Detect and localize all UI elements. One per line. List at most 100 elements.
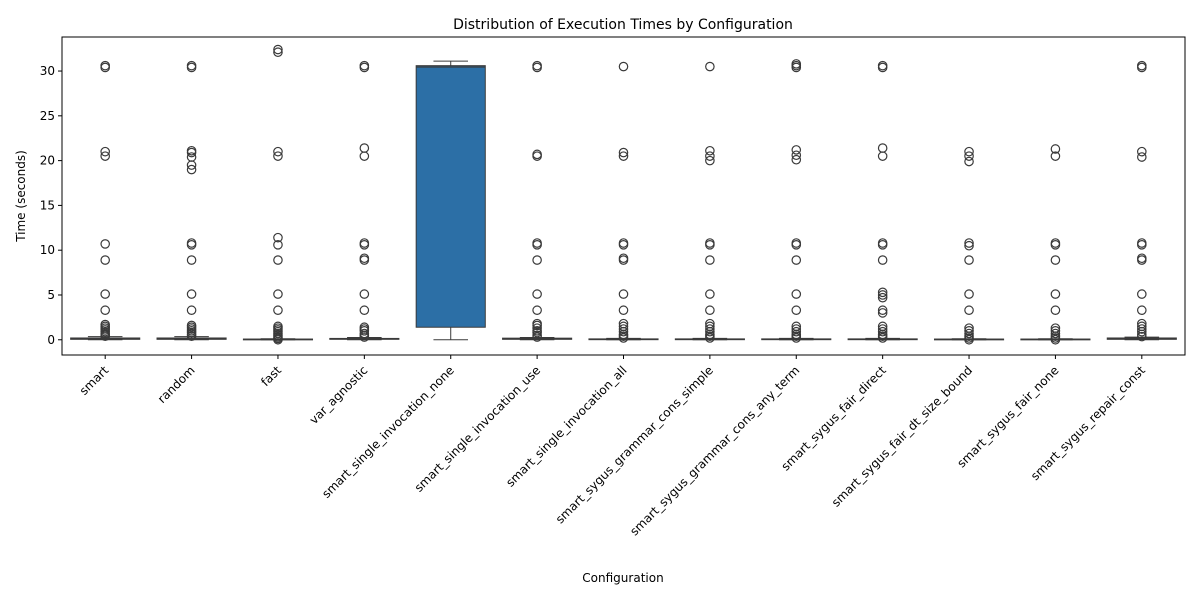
outlier-point	[100, 151, 110, 161]
outlier-point	[273, 146, 283, 157]
outlier-point	[705, 61, 715, 72]
outlier-point	[186, 60, 197, 71]
outlier-point	[618, 305, 629, 316]
outlier-point	[791, 305, 802, 316]
outlier-point	[877, 326, 888, 337]
outlier-point	[1137, 324, 1147, 334]
outlier-point	[964, 326, 974, 336]
outlier-point	[100, 239, 110, 249]
outlier-point	[877, 151, 888, 161]
plot-area	[70, 44, 1177, 345]
outlier-point	[273, 255, 283, 265]
outlier-point	[1137, 238, 1147, 248]
x-tick-label: random	[155, 363, 198, 406]
outlier-point	[877, 287, 888, 298]
y-tick-label: 25	[40, 109, 55, 123]
x-tick-label: smart_sygus_grammar_cons_any_term	[627, 363, 802, 538]
outlier-point	[964, 151, 974, 161]
outlier-point	[273, 232, 283, 243]
outlier-point	[791, 289, 802, 299]
outlier-point	[877, 321, 888, 332]
y-tick-label: 10	[40, 243, 55, 257]
box-group	[933, 146, 1005, 345]
outlier-point	[877, 255, 888, 265]
outlier-point	[273, 305, 283, 316]
outlier-point	[100, 305, 110, 316]
y-tick-label: 0	[47, 333, 55, 347]
outlier-point	[273, 289, 283, 299]
outlier-point	[532, 318, 542, 329]
outlier-point	[1050, 238, 1061, 248]
x-tick-label: smart_sygus_fair_none	[954, 363, 1061, 470]
y-tick-label: 5	[47, 288, 55, 302]
outlier-point	[964, 156, 974, 167]
x-tick-label: smart	[77, 363, 112, 398]
outlier-point	[618, 289, 629, 299]
outlier-point	[791, 59, 802, 69]
outlier-point	[359, 151, 370, 161]
y-axis-title: Time (seconds)	[14, 150, 28, 243]
outlier-point	[359, 60, 370, 71]
y-axis: 0 5 10 15 20 25 30	[40, 64, 62, 347]
outlier-point	[964, 238, 974, 248]
outlier-point	[273, 151, 283, 161]
box-group	[1106, 60, 1177, 342]
outlier-point	[1137, 253, 1147, 264]
outlier-point	[359, 322, 370, 333]
box-group	[242, 44, 314, 345]
outlier-point	[1050, 151, 1061, 161]
outlier-point	[791, 324, 802, 334]
outlier-point	[100, 255, 110, 265]
x-axis-title: Configuration	[582, 571, 663, 585]
outlier-point	[1137, 146, 1147, 157]
x-axis: smart random fast var_agnosticsmart_single_…	[77, 355, 1148, 538]
outlier-point	[100, 289, 110, 299]
outlier-point	[618, 321, 629, 332]
box-group	[674, 61, 745, 343]
outlier-point	[359, 238, 370, 248]
box-group	[329, 60, 400, 342]
outlier-point	[186, 255, 197, 265]
outlier-point	[791, 321, 802, 332]
outlier-point	[186, 238, 197, 248]
box-group	[70, 60, 141, 341]
outlier-point	[877, 324, 888, 334]
outlier-point	[100, 319, 110, 330]
x-tick-label: smart_sygus_fair_dt_size_bound	[829, 363, 975, 509]
outlier-point	[1137, 318, 1147, 329]
outlier-point	[705, 305, 715, 316]
outlier-point	[791, 154, 802, 165]
outlier-point	[618, 61, 629, 72]
plot-frame	[61, 36, 1186, 356]
outlier-point	[618, 151, 629, 161]
outlier-point	[532, 326, 542, 336]
outlier-point	[359, 253, 370, 264]
outlier-point	[186, 152, 197, 162]
outlier-point	[359, 305, 370, 316]
box-group	[415, 60, 486, 341]
outlier-point	[273, 44, 283, 55]
outlier-point	[705, 155, 715, 166]
box-group	[847, 60, 918, 343]
outlier-point	[1137, 60, 1147, 71]
y-tick-label: 20	[40, 154, 55, 168]
outlier-point	[964, 146, 974, 157]
outlier-point	[877, 60, 888, 71]
outlier-point	[1137, 305, 1147, 316]
outlier-point	[100, 60, 110, 71]
box-group	[761, 59, 832, 343]
outlier-point	[1050, 305, 1061, 316]
outlier-point	[877, 292, 888, 303]
outlier-point	[705, 238, 715, 248]
outlier-point	[532, 289, 542, 299]
outlier-point	[359, 289, 370, 299]
outlier-point	[964, 255, 974, 265]
outlier-point	[964, 323, 974, 333]
box-group	[1020, 144, 1091, 345]
chart-title: Distribution of Execution Times by Confi…	[453, 17, 793, 33]
box-group	[588, 61, 659, 343]
outlier-point	[1137, 321, 1147, 332]
outlier-point	[359, 328, 370, 339]
outlier-point	[532, 255, 542, 265]
